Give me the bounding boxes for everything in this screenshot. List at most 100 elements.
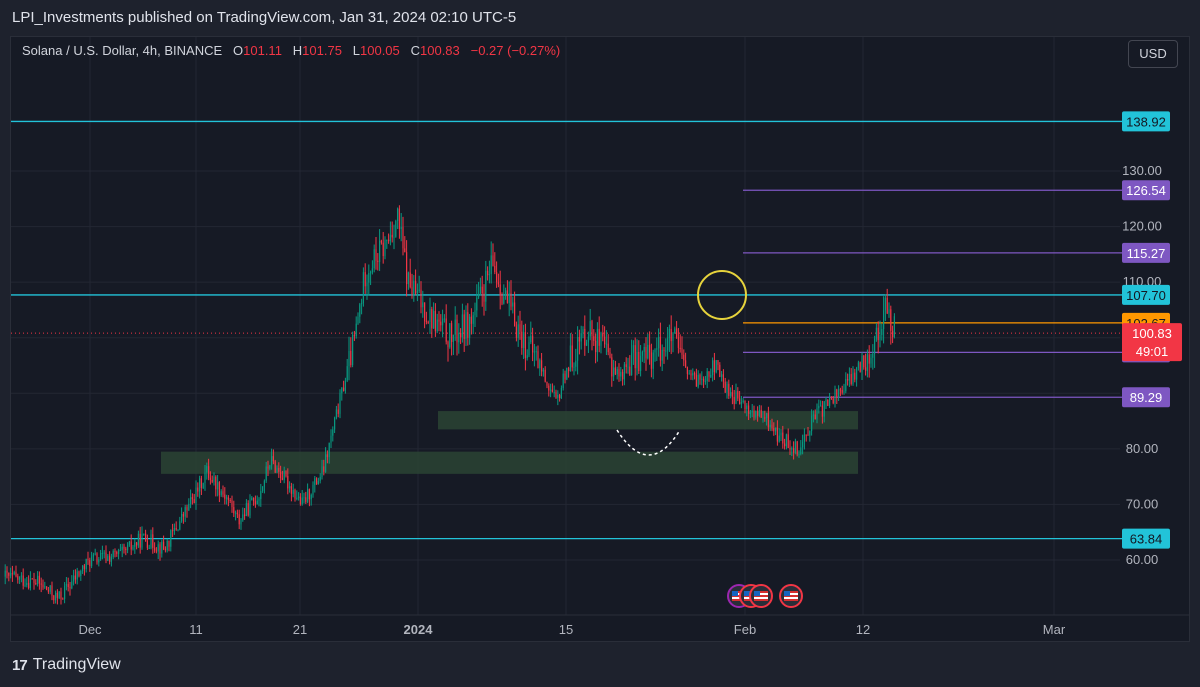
candle-body [812, 414, 814, 416]
candle-body [859, 362, 861, 372]
candle-body [407, 272, 409, 285]
candle-body [533, 351, 535, 353]
candle-body [690, 373, 692, 376]
level-label-bg [1122, 180, 1170, 201]
candle-body [299, 496, 301, 505]
candle-body [805, 434, 807, 436]
candle-body [532, 335, 534, 353]
candle-body [762, 417, 764, 419]
candle-body [535, 351, 537, 353]
candle-body [713, 360, 715, 373]
candle-body [163, 541, 165, 549]
candle-body [497, 282, 499, 285]
candle-body [11, 573, 13, 575]
candle-body [323, 466, 325, 472]
candle-body [868, 354, 870, 364]
candle-body [188, 503, 190, 511]
candle-body [845, 378, 847, 392]
candle-body [836, 389, 838, 398]
candle-body [816, 408, 818, 420]
candle-body [679, 347, 681, 349]
candle-body [542, 369, 544, 372]
candle-body [708, 371, 710, 377]
candle-body [362, 272, 364, 303]
low-value: 100.05 [360, 43, 400, 58]
candle-body [886, 297, 888, 314]
candle-body [161, 541, 163, 554]
tradingview-logo[interactable]: 17 TradingView [12, 656, 121, 674]
candle-body [220, 491, 222, 496]
currency-button[interactable]: USD [1128, 40, 1178, 68]
candle-body [186, 507, 188, 511]
candle-body [53, 595, 55, 601]
candle-body [575, 360, 577, 367]
candle-body [784, 443, 786, 447]
candle-body [184, 507, 186, 517]
candle-body [712, 360, 714, 376]
candle-body [218, 482, 220, 496]
candle-body [388, 239, 390, 242]
candle-body [591, 321, 593, 337]
candle-body [13, 572, 15, 575]
open-label: O [233, 43, 244, 58]
candle-body [478, 293, 480, 298]
candle-body [319, 477, 321, 481]
candle-body [145, 533, 147, 541]
candle-body [26, 582, 28, 586]
candle-body [523, 332, 525, 348]
candle-body [157, 544, 159, 552]
candle-body [406, 252, 408, 285]
candle-body [604, 336, 606, 345]
candle-body [222, 491, 224, 495]
time-tick-label: 15 [559, 622, 573, 637]
candle-body [173, 528, 175, 532]
candle-body [757, 411, 759, 416]
candle-body [461, 314, 463, 338]
candle-body [368, 272, 370, 283]
footer-bar [0, 645, 1200, 687]
candle-body [206, 466, 208, 473]
candle-body [704, 381, 706, 383]
candle-body [483, 293, 485, 302]
level-label-bg [1122, 111, 1170, 132]
candle-body [379, 240, 381, 262]
candle-body [514, 302, 516, 327]
candle-body [503, 296, 505, 304]
candle-body [211, 479, 213, 482]
candle-body [227, 497, 229, 500]
candle-body [755, 411, 757, 418]
level-label-text: 126.54 [1126, 183, 1166, 198]
candle-body [166, 540, 168, 551]
candle-body [260, 491, 262, 500]
candle-body [215, 476, 217, 490]
candle-body [303, 497, 305, 499]
candle-body [96, 553, 98, 563]
candle-body [856, 367, 858, 380]
candle-body [452, 334, 454, 342]
candle-body [496, 272, 498, 283]
candle-body [116, 551, 118, 554]
candle-body [4, 570, 6, 577]
candle-body [400, 227, 402, 229]
highlight-circle-annotation [697, 270, 747, 320]
candle-body [325, 454, 327, 472]
candle-body [654, 349, 656, 353]
candle-body [811, 415, 813, 432]
candle-body [683, 354, 685, 361]
candle-body [537, 351, 539, 369]
candle-body [65, 584, 67, 586]
candle-body [139, 533, 141, 548]
candle-body [512, 302, 514, 307]
chart-pane[interactable] [10, 36, 1190, 642]
candle-body [773, 428, 775, 432]
candle-body [787, 434, 789, 448]
candle-body [616, 369, 618, 375]
candle-body [357, 316, 359, 324]
candle-body [892, 330, 894, 338]
candle-body [751, 410, 753, 413]
candle-body [74, 575, 76, 580]
candle-body [838, 389, 840, 398]
candle-body [317, 480, 319, 485]
candle-body [710, 375, 712, 377]
